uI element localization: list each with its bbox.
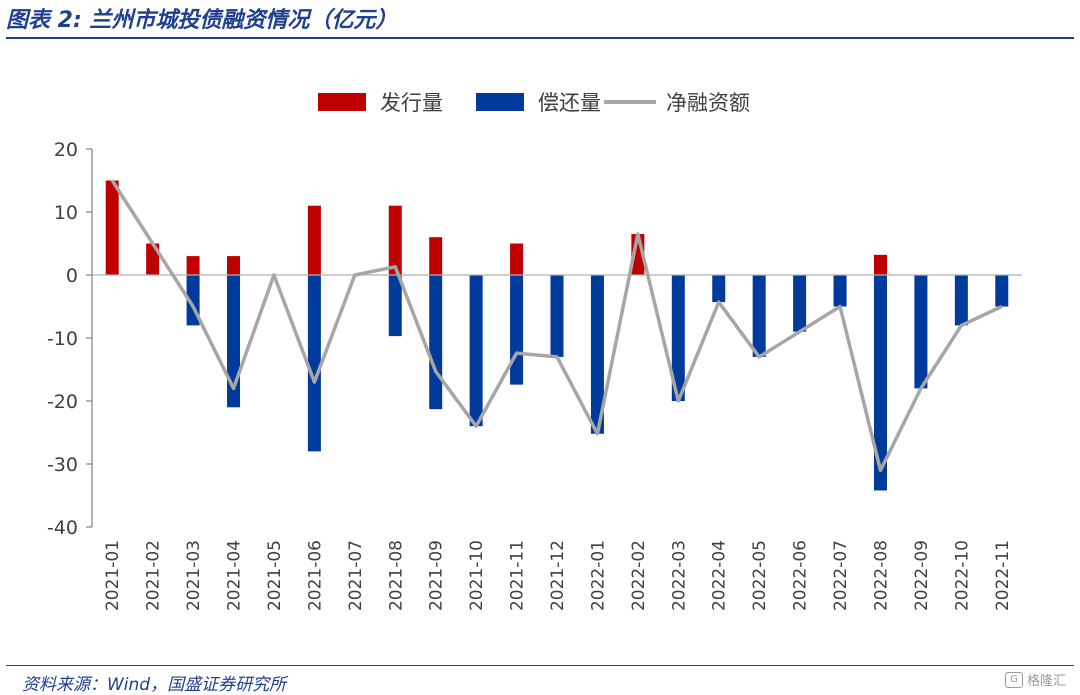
x-tick-label: 2021-06 xyxy=(305,540,325,611)
watermark-text: 格隆汇 xyxy=(1026,674,1066,689)
y-axis: 20 10 0 -10 -20 -30 -40 xyxy=(47,139,93,539)
repayment-bar xyxy=(307,275,321,452)
repayment-bar xyxy=(469,275,483,427)
repayment-bar xyxy=(388,275,402,337)
repayment-bar xyxy=(510,275,524,385)
net-line-group xyxy=(110,179,1003,473)
source-note: 资料来源：Wind，国盛证券研究所 xyxy=(22,675,287,695)
x-tick-label: 2021-01 xyxy=(103,540,123,611)
y-tick-label: 10 xyxy=(54,202,78,224)
source-divider xyxy=(6,665,1074,666)
legend-repayment-swatch xyxy=(476,93,524,111)
repayment-bar xyxy=(590,275,604,434)
y-tick-label: -20 xyxy=(47,391,78,413)
x-tick-label: 2021-09 xyxy=(427,540,447,611)
legend-issuance-label: 发行量 xyxy=(380,91,443,115)
x-tick-label: 2021-08 xyxy=(386,540,406,611)
x-tick-label: 2021-07 xyxy=(346,540,366,611)
x-tick-label: 2022-08 xyxy=(871,540,891,611)
x-tick-label: 2021-04 xyxy=(225,540,245,611)
repayment-bar xyxy=(550,275,564,357)
x-tick-label: 2022-11 xyxy=(993,540,1013,611)
x-tick-label: 2022-01 xyxy=(588,540,608,611)
y-tick-label: 0 xyxy=(66,265,78,287)
x-tick-label: 2022-05 xyxy=(750,540,770,611)
y-tick-label: -10 xyxy=(47,328,78,350)
repayment-bar xyxy=(873,275,887,491)
title-divider xyxy=(6,37,1074,39)
net-financing-line xyxy=(110,179,1003,473)
x-tick-label: 2022-02 xyxy=(629,540,649,611)
figure-title: 图表 2: 兰州市城投债融资情况（亿元） xyxy=(6,8,398,33)
x-tick-label: 2022-10 xyxy=(952,540,972,611)
y-tick-label: 20 xyxy=(54,139,78,161)
x-axis: 2021-01 2021-02 2021-03 2021-04 2021-05 2021-… xyxy=(92,274,1022,611)
x-tick-label: 2021-03 xyxy=(184,540,204,611)
x-tick-label: 2021-12 xyxy=(548,540,568,611)
x-tick-label: 2021-05 xyxy=(265,540,285,611)
issuance-bar xyxy=(186,256,200,275)
x-tick-label: 2022-06 xyxy=(791,540,811,611)
repayment-bar xyxy=(712,275,726,303)
chart-legend: 发行量 偿还量 净融资额 xyxy=(318,91,750,115)
repayment-bar xyxy=(793,275,807,332)
x-tick-label: 2022-09 xyxy=(912,540,932,611)
issuance-bar xyxy=(510,243,524,275)
repayment-bar xyxy=(995,275,1009,307)
issuance-bar xyxy=(873,254,887,275)
bar-group xyxy=(105,180,1009,491)
repayment-bar xyxy=(954,275,968,326)
legend-repayment-label: 偿还量 xyxy=(538,91,601,115)
legend-net-label: 净融资额 xyxy=(666,91,750,115)
repayment-bar xyxy=(429,275,443,410)
x-tick-label: 2021-10 xyxy=(467,540,487,611)
x-tick-label: 2021-02 xyxy=(144,540,164,611)
watermark-logo-icon: G xyxy=(1004,671,1023,688)
y-tick-label: -30 xyxy=(47,454,78,476)
repayment-bar xyxy=(671,275,685,401)
issuance-bar xyxy=(105,180,119,275)
repayment-bar xyxy=(914,275,928,389)
issuance-bar xyxy=(388,205,402,275)
issuance-bar xyxy=(227,256,241,275)
x-tick-label: 2021-11 xyxy=(508,540,528,611)
issuance-bar xyxy=(429,237,443,275)
x-tick-label: 2022-07 xyxy=(831,540,851,611)
x-tick-label: 2022-03 xyxy=(669,540,689,611)
y-tick-label: -40 xyxy=(47,517,78,539)
legend-issuance-swatch xyxy=(318,93,366,111)
repayment-bar xyxy=(833,275,847,307)
x-tick-label: 2022-04 xyxy=(710,540,730,611)
issuance-bar xyxy=(307,205,321,275)
repayment-bar xyxy=(752,275,766,357)
watermark: G 格隆汇 xyxy=(1004,670,1066,689)
